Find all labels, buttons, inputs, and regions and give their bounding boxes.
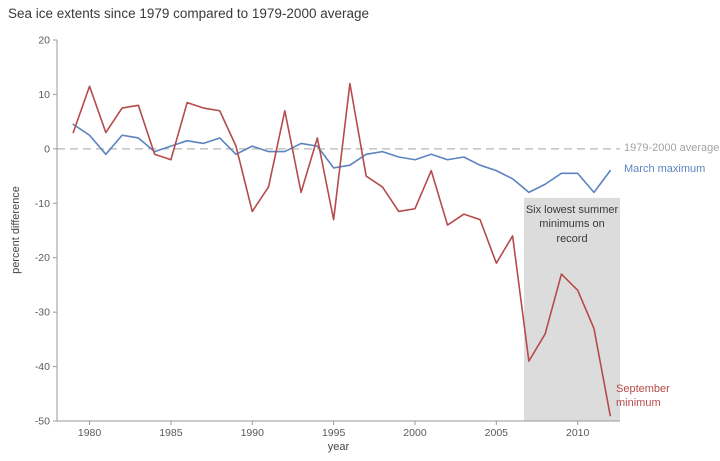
x-tick-label: 2000 [403,427,427,439]
x-tick-label: 2010 [566,427,590,439]
y-axis-label: percent difference [10,186,22,274]
y-tick-label: -50 [35,416,50,428]
x-tick-label: 1995 [322,427,346,439]
x-axis-label: year [327,441,350,453]
march-maximum-label: March maximum [624,163,706,175]
average-line-label: 1979-2000 average [624,142,720,154]
y-tick-label: -40 [35,361,50,373]
y-tick-label: 10 [38,89,50,101]
y-tick-label: -30 [35,307,50,319]
annotation-six-lowest-minimums: Six lowest summer minimums on record [525,204,619,245]
september-minimum-label: September minimum [616,383,670,409]
march-maximum-line [72,123,612,194]
x-tick-label: 2005 [485,427,509,439]
y-tick-label: 20 [38,35,50,47]
x-tick-label: 1980 [78,427,102,439]
x-tick-label: 1990 [241,427,265,439]
september-minimum-line [72,82,612,417]
x-tick-label: 1985 [159,427,183,439]
y-tick-label: -20 [35,252,50,264]
y-tick-label: -10 [35,198,50,210]
y-tick-label: 0 [44,143,50,155]
chart-title: Sea ice extents since 1979 compared to 1… [8,6,369,21]
